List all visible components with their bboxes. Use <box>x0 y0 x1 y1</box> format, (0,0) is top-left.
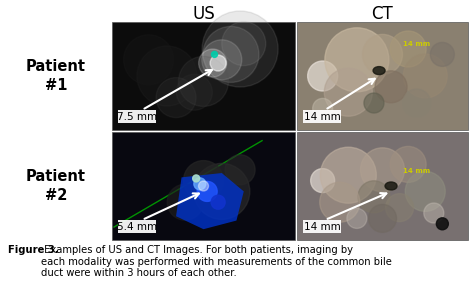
Circle shape <box>361 148 404 192</box>
Circle shape <box>390 146 426 182</box>
Circle shape <box>405 171 445 212</box>
Circle shape <box>364 93 384 113</box>
Circle shape <box>225 155 255 185</box>
Text: Examples of US and CT Images. For both patients, imaging by
each modality was pe: Examples of US and CT Images. For both p… <box>41 245 392 278</box>
Circle shape <box>202 11 278 87</box>
Circle shape <box>324 68 372 116</box>
Circle shape <box>203 26 259 82</box>
Text: US: US <box>192 5 215 23</box>
Ellipse shape <box>373 67 385 75</box>
Circle shape <box>210 55 226 71</box>
Ellipse shape <box>385 182 397 190</box>
Circle shape <box>194 178 206 190</box>
Circle shape <box>363 35 402 74</box>
Circle shape <box>430 42 455 66</box>
FancyBboxPatch shape <box>303 220 341 233</box>
Circle shape <box>320 182 360 222</box>
Circle shape <box>424 203 444 223</box>
Circle shape <box>211 51 218 58</box>
FancyBboxPatch shape <box>303 110 341 123</box>
Text: CT: CT <box>372 5 393 23</box>
Circle shape <box>347 208 367 228</box>
Text: 7.5 mm: 7.5 mm <box>117 112 157 122</box>
Bar <box>112 22 295 130</box>
Circle shape <box>308 61 337 91</box>
Text: Figure 3.: Figure 3. <box>8 245 59 255</box>
Bar <box>112 132 295 240</box>
Circle shape <box>194 163 250 219</box>
Circle shape <box>403 54 447 98</box>
Circle shape <box>167 184 203 220</box>
Circle shape <box>137 46 197 106</box>
Circle shape <box>176 74 212 110</box>
Circle shape <box>211 195 225 209</box>
Circle shape <box>375 71 407 103</box>
Circle shape <box>310 169 335 193</box>
Circle shape <box>320 147 376 203</box>
Circle shape <box>156 78 196 118</box>
Circle shape <box>192 175 200 182</box>
Polygon shape <box>176 173 244 229</box>
Circle shape <box>197 181 217 201</box>
Bar <box>297 132 468 240</box>
Circle shape <box>222 22 266 65</box>
Circle shape <box>199 49 227 77</box>
Circle shape <box>179 56 228 106</box>
Circle shape <box>202 40 242 80</box>
Circle shape <box>386 194 414 222</box>
Circle shape <box>124 35 173 85</box>
Circle shape <box>358 181 390 213</box>
Circle shape <box>390 31 426 67</box>
Text: 5.4 mm: 5.4 mm <box>117 222 157 232</box>
Circle shape <box>325 28 389 92</box>
Text: 14 mm: 14 mm <box>403 168 430 174</box>
Text: Patient
#2: Patient #2 <box>26 169 86 203</box>
Circle shape <box>183 160 224 201</box>
Circle shape <box>199 181 209 191</box>
FancyBboxPatch shape <box>118 110 156 123</box>
Circle shape <box>403 89 431 117</box>
Text: 14 mm: 14 mm <box>403 41 430 47</box>
Bar <box>297 22 468 130</box>
FancyBboxPatch shape <box>118 220 156 233</box>
Circle shape <box>313 99 333 118</box>
Text: Patient
#1: Patient #1 <box>26 59 86 93</box>
Circle shape <box>437 218 448 230</box>
Text: 14 mm: 14 mm <box>304 222 340 232</box>
Circle shape <box>368 204 396 232</box>
Text: 14 mm: 14 mm <box>304 112 340 122</box>
